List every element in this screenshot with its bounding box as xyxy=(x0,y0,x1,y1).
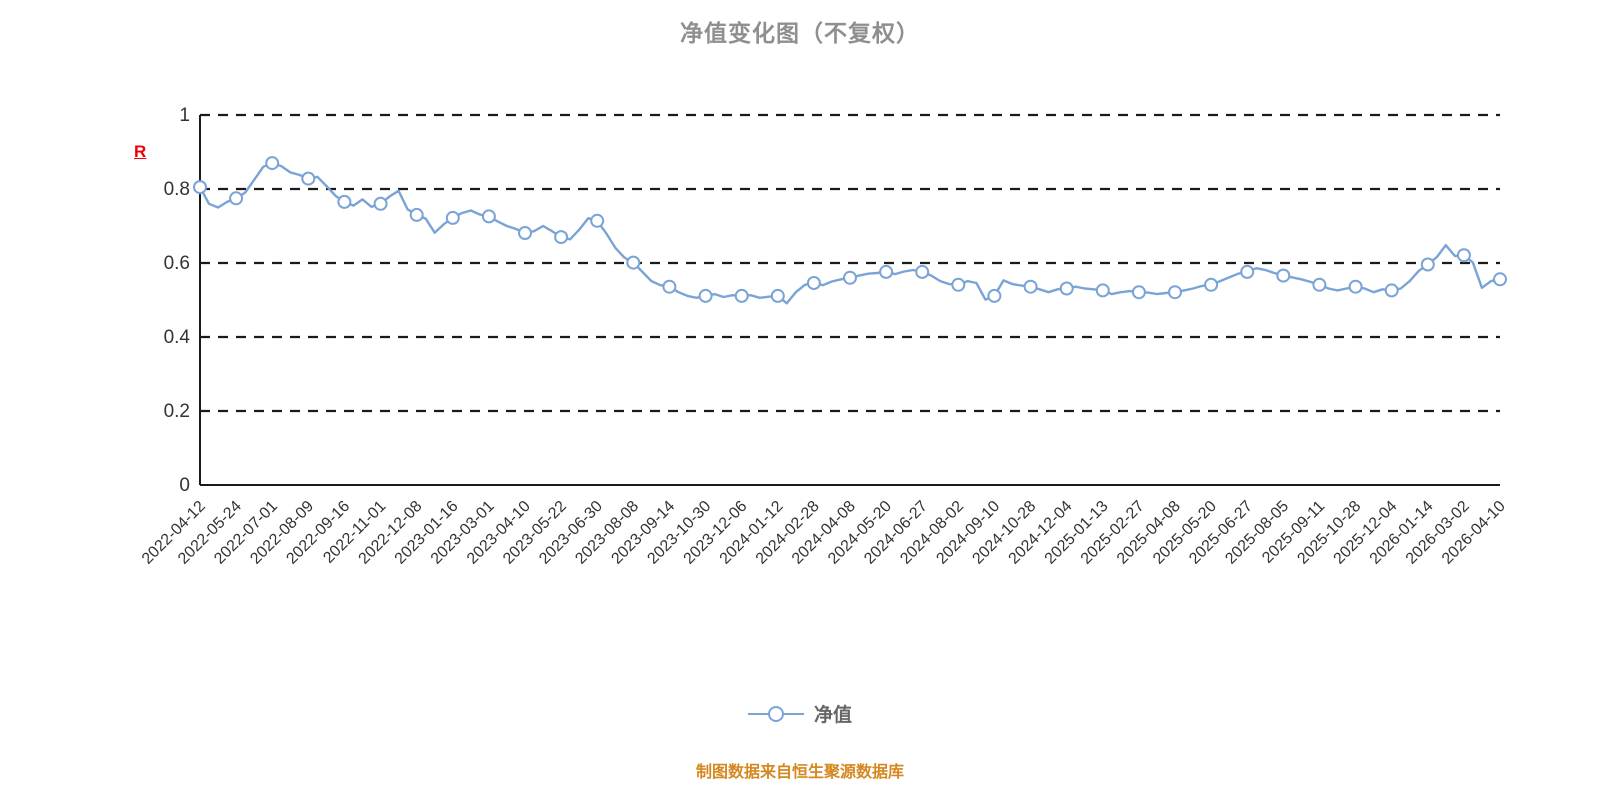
data-point-marker[interactable] xyxy=(879,264,894,279)
data-point-marker[interactable] xyxy=(229,191,244,206)
data-point-marker[interactable] xyxy=(734,288,749,303)
restricted-r-flag: R xyxy=(134,142,147,161)
data-point-marker[interactable] xyxy=(590,213,605,228)
y-tick-label: 0.8 xyxy=(164,179,190,200)
legend-circle-marker-icon xyxy=(767,705,784,722)
data-point-marker[interactable] xyxy=(1456,248,1471,263)
data-point-marker[interactable] xyxy=(770,288,785,303)
y-tick-label: 0.6 xyxy=(164,253,190,274)
data-point-marker[interactable] xyxy=(1204,277,1219,292)
data-point-marker[interactable] xyxy=(337,194,352,209)
data-point-marker[interactable] xyxy=(373,196,388,211)
data-point-marker[interactable] xyxy=(1276,268,1291,283)
data-point-marker[interactable] xyxy=(1312,277,1327,292)
data-point-marker[interactable] xyxy=(518,226,532,240)
data-point-marker[interactable] xyxy=(1240,264,1255,279)
data-point-marker[interactable] xyxy=(409,207,424,222)
data-point-marker[interactable] xyxy=(698,288,713,303)
data-point-marker[interactable] xyxy=(951,277,966,292)
legend-series-label: 净值 xyxy=(813,705,852,726)
data-point-marker[interactable] xyxy=(987,288,1002,303)
data-point-marker[interactable] xyxy=(1131,285,1146,300)
data-point-marker[interactable] xyxy=(1095,283,1110,298)
data-point-marker[interactable] xyxy=(806,276,821,290)
y-tick-label: 0.4 xyxy=(164,327,191,348)
data-point-marker[interactable] xyxy=(1168,285,1182,300)
data-point-marker[interactable] xyxy=(843,270,857,285)
y-tick-label: 0.2 xyxy=(164,401,190,422)
y-tick-label: 0 xyxy=(179,475,190,496)
data-point-marker[interactable] xyxy=(301,171,316,186)
legend-marker xyxy=(747,705,804,723)
chart-svg: 00.20.40.60.812022-04-122022-05-242022-0… xyxy=(139,105,1509,568)
data-source-caption: 制图数据来自恒生聚源数据库 xyxy=(695,764,904,781)
data-point-marker[interactable] xyxy=(481,209,496,224)
chart-legend: 净值 xyxy=(0,700,1600,727)
data-point-marker[interactable] xyxy=(1420,257,1435,272)
data-point-marker[interactable] xyxy=(662,279,677,294)
data-point-marker[interactable] xyxy=(1348,279,1363,294)
chart-title: 净值变化图（不复权） xyxy=(680,20,920,46)
data-point-marker[interactable] xyxy=(626,255,641,270)
data-point-marker[interactable] xyxy=(1493,272,1507,287)
y-tick-label: 1 xyxy=(179,105,190,126)
data-point-marker[interactable] xyxy=(915,264,930,279)
data-point-marker[interactable] xyxy=(1384,283,1399,298)
data-point-marker[interactable] xyxy=(193,180,207,195)
data-point-marker[interactable] xyxy=(445,210,460,225)
data-point-marker[interactable] xyxy=(265,156,280,171)
data-point-marker[interactable] xyxy=(1059,281,1074,296)
data-point-marker[interactable] xyxy=(554,230,569,245)
data-point-marker[interactable] xyxy=(1023,279,1038,294)
